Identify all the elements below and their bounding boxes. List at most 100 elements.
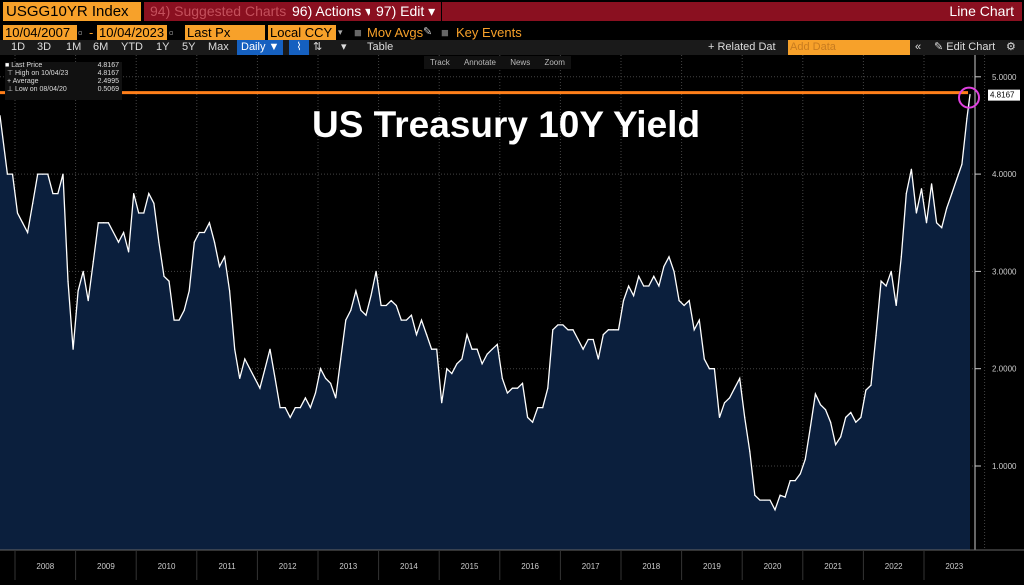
- x-tick-label: 2023: [945, 562, 963, 571]
- legend-value: 0.5069: [97, 86, 119, 93]
- data-point: [122, 231, 125, 234]
- period-1d[interactable]: 1D: [11, 41, 26, 53]
- add-data-input[interactable]: Add Data: [788, 40, 910, 55]
- collapse-icon[interactable]: «: [915, 41, 922, 53]
- calendar-icon[interactable]: ▫: [169, 25, 174, 40]
- x-tick-label: 2021: [824, 562, 842, 571]
- data-point: [708, 368, 710, 370]
- ticker-field[interactable]: USGG10YR Index: [3, 2, 141, 21]
- data-point: [587, 338, 589, 341]
- data-point: [582, 348, 584, 350]
- data-point: [532, 421, 534, 423]
- data-point: [658, 285, 660, 287]
- data-point: [117, 241, 120, 243]
- data-point: [668, 256, 670, 258]
- mov-avgs-label[interactable]: Mov Avgs: [367, 25, 424, 40]
- track-tool[interactable]: Track: [430, 58, 450, 67]
- top-bar: USGG10YR Index 94) Suggested Charts 96) …: [0, 0, 1024, 22]
- data-point: [673, 270, 675, 272]
- x-tick-label: 2017: [582, 562, 600, 571]
- gear-icon[interactable]: ⚙: [1006, 41, 1016, 53]
- suggested-charts-button[interactable]: 94) Suggested Charts: [144, 2, 294, 21]
- data-point: [47, 173, 49, 175]
- period-3d[interactable]: 3D: [37, 41, 52, 53]
- data-point: [678, 299, 680, 302]
- data-point: [304, 397, 306, 399]
- data-point: [21, 222, 24, 224]
- data-point: [128, 251, 130, 253]
- data-point: [607, 329, 609, 331]
- x-tick-label: 2020: [764, 562, 782, 571]
- news-tool[interactable]: News: [510, 58, 531, 67]
- data-point: [577, 338, 579, 341]
- annotate-tool[interactable]: Annotate: [463, 58, 496, 67]
- edit-chart-button[interactable]: ✎ Edit Chart: [934, 41, 996, 53]
- highlight-circle: [958, 86, 980, 109]
- zoom-tool[interactable]: Zoom: [544, 58, 565, 67]
- table-button[interactable]: Table: [367, 41, 394, 53]
- key-events-checkbox[interactable]: ■: [441, 25, 449, 40]
- data-point: [638, 275, 640, 277]
- data-point: [905, 192, 907, 195]
- line-chart-icon[interactable]: ⌇: [289, 40, 309, 55]
- data-point: [471, 348, 473, 350]
- data-point: [824, 408, 827, 411]
- data-point: [946, 207, 948, 209]
- x-tick-label: 2018: [642, 562, 660, 571]
- data-point: [198, 231, 200, 234]
- last-value-badge: [988, 89, 1020, 101]
- period-1y[interactable]: 1Y: [156, 41, 170, 53]
- data-point: [930, 183, 933, 185]
- data-point: [744, 416, 746, 418]
- data-point: [961, 163, 963, 165]
- data-point: [223, 256, 226, 258]
- data-point: [335, 397, 337, 399]
- edit-menu[interactable]: 97) Edit ▾: [370, 2, 443, 21]
- period-6m[interactable]: 6M: [93, 41, 109, 53]
- edit-chart-label: Edit Chart: [946, 41, 996, 53]
- related-data-button[interactable]: + Related Dat: [708, 41, 776, 53]
- period-ytd[interactable]: YTD: [121, 41, 143, 53]
- dropdown-arrow-icon[interactable]: ▾: [338, 27, 343, 37]
- start-date-input[interactable]: 10/04/2007: [3, 25, 77, 40]
- key-events-label[interactable]: Key Events: [456, 25, 522, 40]
- frequency-select[interactable]: Daily ▼: [237, 40, 284, 55]
- data-point: [360, 309, 362, 311]
- actions-menu[interactable]: 96) Actions ▾: [286, 2, 380, 21]
- end-date-input[interactable]: 10/04/2023: [97, 25, 167, 40]
- data-point: [506, 392, 508, 394]
- x-tick-label: 2010: [158, 562, 176, 571]
- data-point: [112, 231, 115, 234]
- period-1m[interactable]: 1M: [66, 41, 82, 53]
- legend-value: 2.4995: [97, 78, 119, 85]
- dropdown-arrow-icon[interactable]: ▾: [341, 41, 347, 53]
- chart-tools: Track Annotate News Zoom: [424, 56, 571, 69]
- bar-chart-icon[interactable]: ⇅: [313, 41, 323, 53]
- data-point: [835, 443, 837, 446]
- data-point: [597, 358, 599, 360]
- data-point: [481, 363, 483, 365]
- data-point: [855, 421, 857, 423]
- x-tick-label: 2022: [885, 562, 903, 571]
- data-point: [244, 358, 246, 360]
- data-point: [340, 358, 342, 360]
- data-point: [496, 343, 498, 345]
- field-select[interactable]: Last Px: [185, 25, 265, 40]
- legend-low: ⊥ Low on 08/04/20 0.5069: [5, 86, 119, 93]
- line-chart: 1.0000 2.0000 3.0000 4.0000 5.0000 2008 2009 20…: [0, 55, 1024, 580]
- calendar-icon[interactable]: ▫: [78, 25, 83, 40]
- area-fill: [0, 94, 970, 550]
- currency-select[interactable]: Local CCY: [268, 25, 336, 40]
- data-point: [617, 329, 620, 331]
- data-point: [67, 280, 69, 282]
- mov-avgs-checkbox[interactable]: ■: [354, 25, 362, 40]
- data-point: [764, 499, 766, 501]
- data-point: [168, 280, 170, 282]
- period-5y[interactable]: 5Y: [182, 41, 196, 53]
- data-point: [395, 304, 397, 307]
- data-point: [779, 494, 781, 496]
- data-point: [466, 334, 468, 336]
- data-point: [969, 94, 971, 96]
- period-max[interactable]: Max: [208, 41, 229, 53]
- pencil-icon[interactable]: ✎: [423, 26, 433, 38]
